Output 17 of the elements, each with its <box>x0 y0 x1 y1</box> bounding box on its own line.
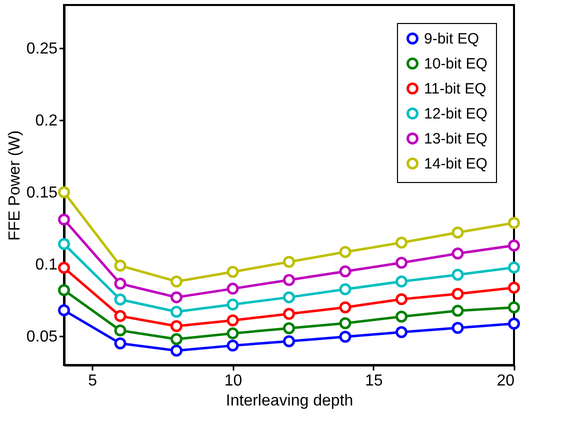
x-tick-label: 10 <box>224 372 242 390</box>
legend-label: 13-bit EQ <box>424 130 488 148</box>
y-tick-label: 0.25 <box>26 40 58 58</box>
y-axis-title: FFE Power (W) <box>6 130 24 241</box>
legend-label: 11-bit EQ <box>424 80 486 98</box>
y-tick-label: 0.2 <box>35 112 58 130</box>
legend-label: 10-bit EQ <box>424 56 488 72</box>
y-tick-label: 0.15 <box>26 184 58 202</box>
legend-label: 12-bit EQ <box>424 106 488 122</box>
legend-label: 14-bit EQ <box>424 156 488 172</box>
x-axis-title: Interleaving depth <box>226 392 354 410</box>
x-tick-label: 5 <box>88 372 98 390</box>
x-tick-label: 15 <box>364 372 383 390</box>
legend-label: 9-bit EQ <box>424 30 480 48</box>
x-tick-label: 20 <box>496 372 515 390</box>
y-tick-label: 0.1 <box>35 256 58 274</box>
y-tick-label: 0.05 <box>26 328 58 346</box>
